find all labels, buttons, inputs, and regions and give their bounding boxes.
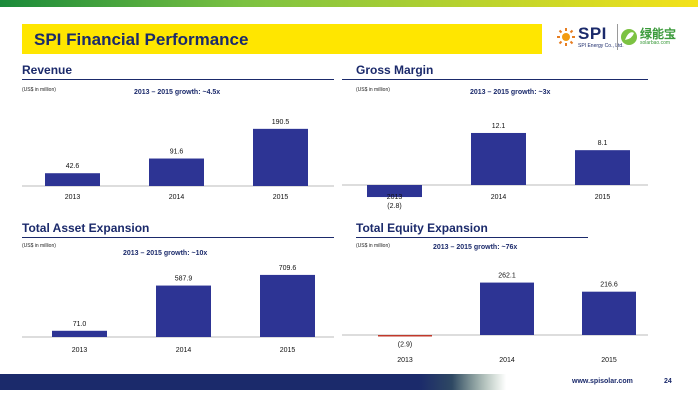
category-label-2013: 2013 [72, 347, 88, 354]
logo-spi-subtext: SPI Energy Co., Ltd. [578, 43, 624, 49]
page-title: SPI Financial Performance [34, 30, 249, 49]
data-label-2015: 8.1 [598, 140, 608, 147]
logo-spi-text: SPI [578, 24, 607, 43]
top-accent-band [0, 0, 698, 7]
bar-2013 [45, 173, 100, 186]
growth-label: 2013 – 2015 growth: ~76x [433, 244, 518, 251]
data-label-2014: 262.1 [498, 273, 516, 280]
unit-label: (US$ in million) [356, 87, 390, 93]
category-label-2014: 2014 [169, 194, 185, 201]
panel-rule [356, 237, 588, 238]
panel-title: Gross Margin [356, 63, 434, 77]
company-logo: SPI SPI Energy Co., Ltd. 绿能宝 solarbao.co… [556, 22, 676, 52]
bar-2013 [367, 185, 422, 198]
bar-2013 [52, 330, 107, 337]
data-label-2014: 91.6 [170, 149, 184, 156]
data-label-2014: 587.9 [175, 276, 193, 283]
growth-label: 2013 – 2015 growth: ~4.5x [134, 89, 221, 96]
category-label-2015: 2015 [280, 347, 296, 354]
page-number: 24 [664, 378, 672, 385]
equity-chart: (2.9) 2013 262.1 2014 216.6 2015 [342, 273, 648, 364]
footer-fade [452, 374, 698, 390]
bar-2015 [575, 150, 630, 185]
unit-label: (US$ in million) [356, 243, 390, 249]
category-label-2014: 2014 [491, 194, 507, 201]
asset-panel: Total Asset Expansion (US$ in million) 2… [22, 221, 334, 361]
asset-chart: 71.0 2013 587.9 2014 709.6 2015 [22, 265, 334, 354]
bar-2015 [253, 128, 308, 186]
panel-title: Revenue [22, 63, 73, 77]
data-label-2015: 216.6 [600, 282, 618, 289]
bar-2014 [480, 282, 534, 335]
growth-label: 2013 – 2015 growth: ~3x [470, 89, 551, 96]
category-label-2015: 2015 [273, 194, 289, 201]
panel-rule [22, 237, 334, 238]
category-label-2015: 2015 [601, 357, 617, 364]
revenue-chart: 42.6 2013 91.6 2014 190.5 2015 [22, 119, 334, 201]
category-label-2015: 2015 [595, 194, 611, 201]
data-label-2013: (2.9) [398, 342, 412, 349]
category-label-2013: 2013 [65, 194, 81, 201]
category-label-2013: 2013 [397, 357, 413, 364]
leaf-icon [621, 29, 637, 45]
category-label-2013: 2013 [387, 194, 403, 201]
revenue-panel: Revenue (US$ in million) 2013 – 2015 gro… [22, 63, 334, 203]
logo-cn-text: 绿能宝 [640, 27, 677, 41]
bar-2015 [582, 291, 636, 335]
bar-2015 [260, 274, 315, 337]
spi-sun-icon [557, 28, 575, 46]
bar-2013 [378, 335, 432, 337]
data-label-2013: 42.6 [66, 163, 80, 170]
growth-label: 2013 – 2015 growth: ~10x [123, 250, 208, 257]
logo-cn-subtext: solarbao.com [640, 40, 671, 46]
panel-title: Total Equity Expansion [356, 221, 488, 235]
panel-title: Total Asset Expansion [22, 221, 150, 235]
bar-2014 [156, 285, 211, 337]
unit-label: (US$ in million) [22, 243, 56, 249]
data-label-2014: 12.1 [492, 123, 506, 130]
logo-divider [617, 24, 618, 50]
data-label-2015: 190.5 [272, 119, 290, 126]
data-label-2013: 71.0 [73, 321, 87, 328]
data-label-2015: 709.6 [279, 265, 297, 272]
category-label-2014: 2014 [176, 347, 192, 354]
panel-rule [22, 79, 334, 80]
data-label-2013: (2.8) [387, 203, 401, 210]
panel-rule [342, 79, 648, 80]
equity-panel: Total Equity Expansion (US$ in million) … [342, 221, 648, 366]
gross-margin-panel: Gross Margin (US$ in million) 2013 – 201… [342, 63, 648, 213]
category-label-2014: 2014 [499, 357, 515, 364]
gross-margin-chart: (2.8) 2013 12.1 2014 8.1 2015 [342, 123, 648, 210]
unit-label: (US$ in million) [22, 87, 56, 93]
footer-url-link[interactable]: www.spisolar.com [572, 378, 633, 385]
bar-2014 [149, 158, 204, 186]
title-banner: SPI Financial Performance [22, 24, 542, 54]
bar-2014 [471, 132, 526, 185]
